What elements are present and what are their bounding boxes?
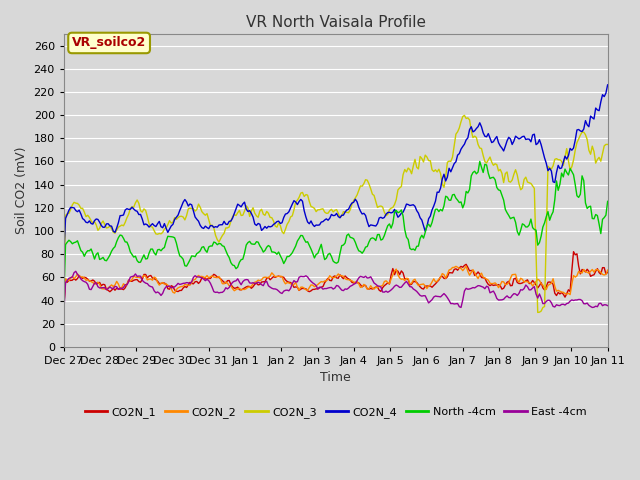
X-axis label: Time: Time [321, 372, 351, 384]
Y-axis label: Soil CO2 (mV): Soil CO2 (mV) [15, 147, 28, 234]
Text: VR_soilco2: VR_soilco2 [72, 36, 147, 49]
Legend: CO2N_1, CO2N_2, CO2N_3, CO2N_4, North -4cm, East -4cm: CO2N_1, CO2N_2, CO2N_3, CO2N_4, North -4… [81, 403, 591, 422]
Title: VR North Vaisala Profile: VR North Vaisala Profile [246, 15, 426, 30]
